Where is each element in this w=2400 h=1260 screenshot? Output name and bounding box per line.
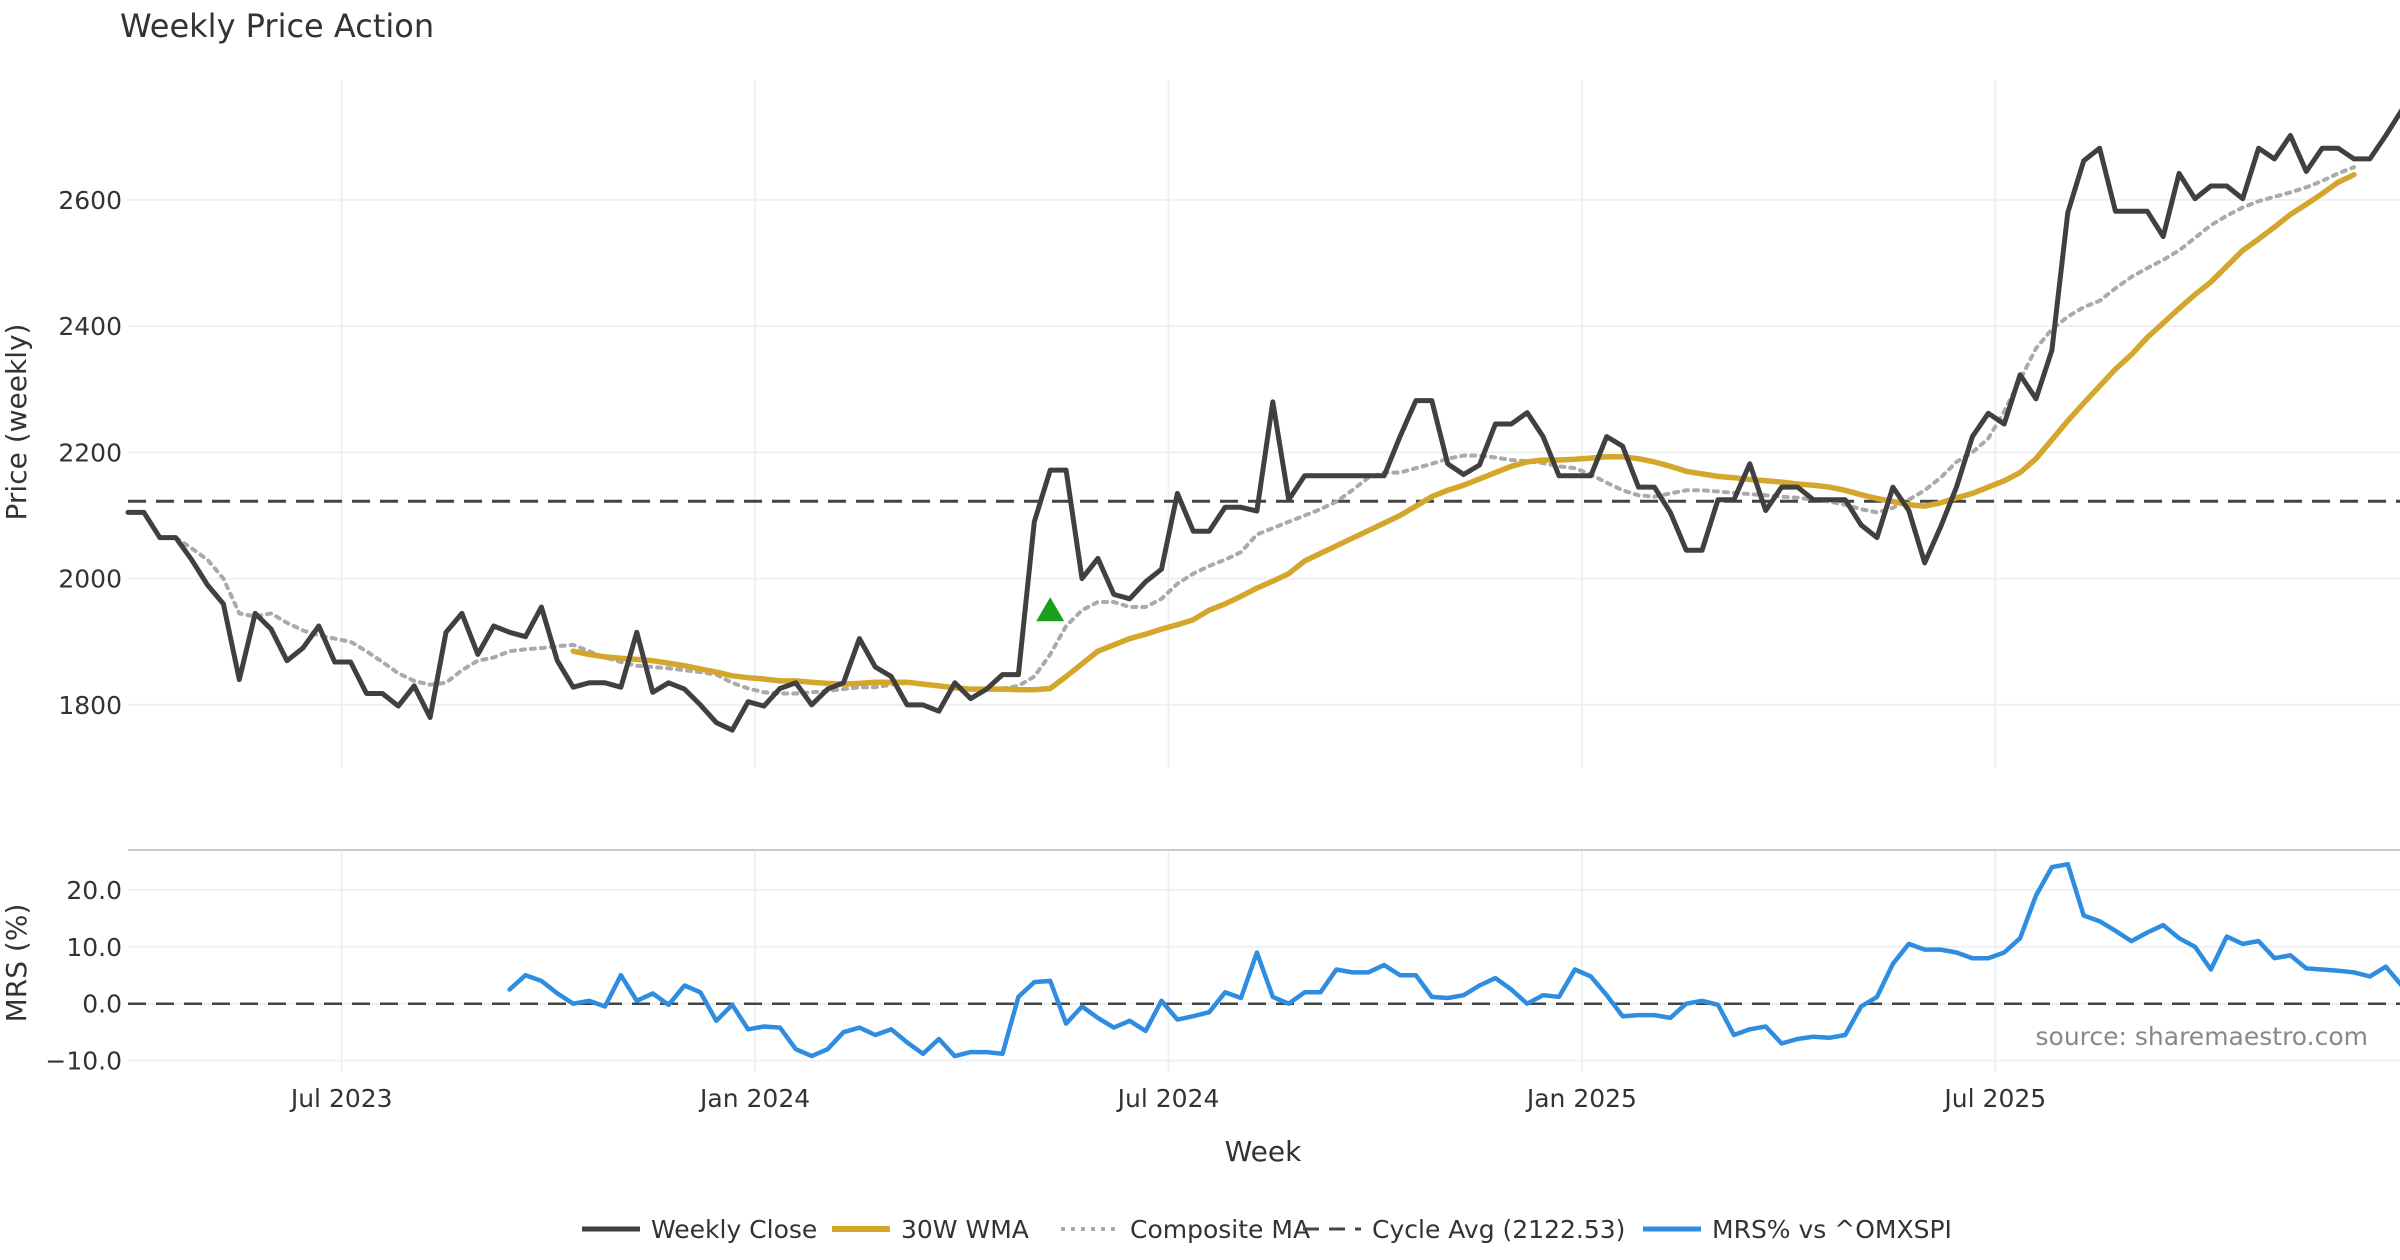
legend: Weekly Close 30W WMA Composite MA Cycle Avg… [582, 1215, 1952, 1244]
price-y-tick-label: 2400 [58, 312, 122, 341]
chart-title: Weekly Price Action [120, 7, 434, 45]
x-tick-label: Jul 2025 [1942, 1084, 2046, 1113]
legend-cycle-avg: Cycle Avg (2122.53) [1303, 1215, 1625, 1244]
legend-label: MRS% vs ^OMXSPI [1712, 1215, 1952, 1244]
x-axis-label: Week [1225, 1135, 1302, 1168]
mrs-y-tick-label: 0.0 [82, 990, 122, 1019]
legend-wma-30w: 30W WMA [832, 1215, 1029, 1244]
x-tick-label: Jul 2024 [1116, 1084, 1220, 1113]
legend-weekly-close: Weekly Close [582, 1215, 817, 1244]
price-y-axis: 1800 2000 2200 2400 2600 [58, 186, 122, 720]
price-y-tick-label: 1800 [58, 691, 122, 720]
x-tick-label: Jan 2024 [698, 1084, 810, 1113]
legend-mrs: MRS% vs ^OMXSPI [1643, 1215, 1952, 1244]
series-layer [125, 108, 2400, 1059]
buy-signal-marker [1036, 597, 1065, 622]
mrs-line [507, 861, 2400, 1059]
x-tick-label: Jan 2025 [1525, 1084, 1637, 1113]
legend-composite-ma: Composite MA [1061, 1215, 1310, 1244]
mrs-y-tick-label: 20.0 [66, 876, 122, 905]
mrs-y-axis-label: MRS (%) [0, 904, 33, 1023]
x-axis: Jul 2023 Jan 2024 Jul 2024 Jan 2025 Jul 2025 [289, 1084, 2046, 1113]
legend-label: 30W WMA [901, 1215, 1029, 1244]
wma-30w-line [570, 171, 2357, 693]
price-y-tick-label: 2200 [58, 438, 122, 467]
composite-ma-line [173, 165, 2356, 696]
price-y-axis-label: Price (weekly) [0, 324, 33, 521]
legend-label: Weekly Close [651, 1215, 817, 1244]
source-annotation: source: sharemaestro.com [2036, 1022, 2369, 1051]
x-tick-label: Jul 2023 [289, 1084, 393, 1113]
mrs-y-tick-label: 10.0 [66, 933, 122, 962]
price-y-tick-label: 2000 [58, 565, 122, 594]
mrs-y-tick-label: −10.0 [45, 1047, 122, 1076]
legend-label: Composite MA [1130, 1215, 1310, 1244]
mrs-y-axis: 20.0 10.0 0.0 −10.0 [45, 876, 122, 1076]
weekly-close-line [125, 108, 2400, 733]
price-y-tick-label: 2600 [58, 186, 122, 215]
legend-label: Cycle Avg (2122.53) [1372, 1215, 1625, 1244]
